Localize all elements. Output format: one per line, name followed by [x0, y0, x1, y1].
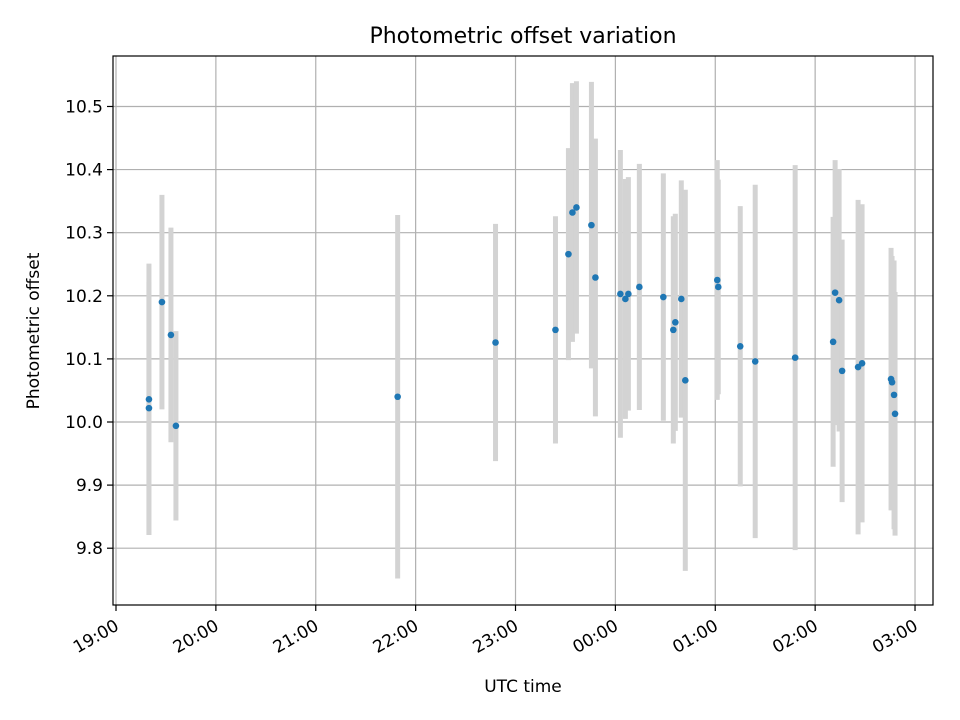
- data-point: [625, 290, 632, 298]
- data-point: [565, 250, 572, 258]
- data-point: [891, 410, 899, 418]
- y-axis-ticks: 9.8 9.9 10.0 10.1 10.2 10.3 10.4 10.5: [65, 97, 113, 559]
- data-point: [552, 326, 559, 334]
- plot-frame: [112, 55, 934, 606]
- data-point: [145, 404, 153, 412]
- data-point: [167, 331, 175, 339]
- data-point: [660, 293, 667, 301]
- y-tick-label: 10.2: [65, 287, 103, 307]
- data-point: [835, 296, 843, 304]
- data-point: [714, 283, 722, 291]
- data-point: [858, 360, 866, 367]
- data-point: [751, 358, 759, 365]
- data-point: [736, 342, 744, 350]
- y-tick-label: 10.4: [65, 161, 103, 181]
- data-point: [569, 209, 576, 216]
- data-point: [492, 339, 499, 346]
- data-point: [831, 289, 839, 296]
- y-tick-label: 10.1: [65, 350, 103, 370]
- data-point: [394, 393, 401, 401]
- data-point: [592, 274, 599, 281]
- data-point: [672, 318, 679, 326]
- y-tick-label: 10.5: [65, 97, 103, 117]
- data-point: [888, 378, 896, 386]
- chart-title: Photometric offset variation: [369, 24, 676, 49]
- data-points: [145, 204, 899, 430]
- data-point: [890, 391, 898, 399]
- y-axis-label: Photometric offset: [24, 252, 44, 409]
- data-point: [158, 298, 166, 306]
- data-point: [617, 290, 624, 298]
- data-point: [678, 295, 685, 303]
- data-point: [172, 422, 180, 430]
- data-point: [636, 283, 643, 291]
- data-point: [573, 204, 580, 211]
- y-tick-label: 10.0: [65, 413, 103, 433]
- data-point: [838, 367, 846, 375]
- y-tick-label: 10.3: [65, 224, 103, 244]
- y-tick-label: 9.9: [76, 476, 103, 496]
- data-point: [829, 338, 837, 346]
- data-point: [145, 395, 153, 403]
- data-point: [670, 326, 677, 334]
- data-point: [791, 354, 799, 361]
- y-tick-label: 9.8: [76, 539, 103, 559]
- data-point: [682, 377, 689, 384]
- data-point: [713, 276, 721, 284]
- data-point: [588, 221, 595, 229]
- data-point: [622, 295, 629, 303]
- x-axis-label: UTC time: [484, 677, 562, 697]
